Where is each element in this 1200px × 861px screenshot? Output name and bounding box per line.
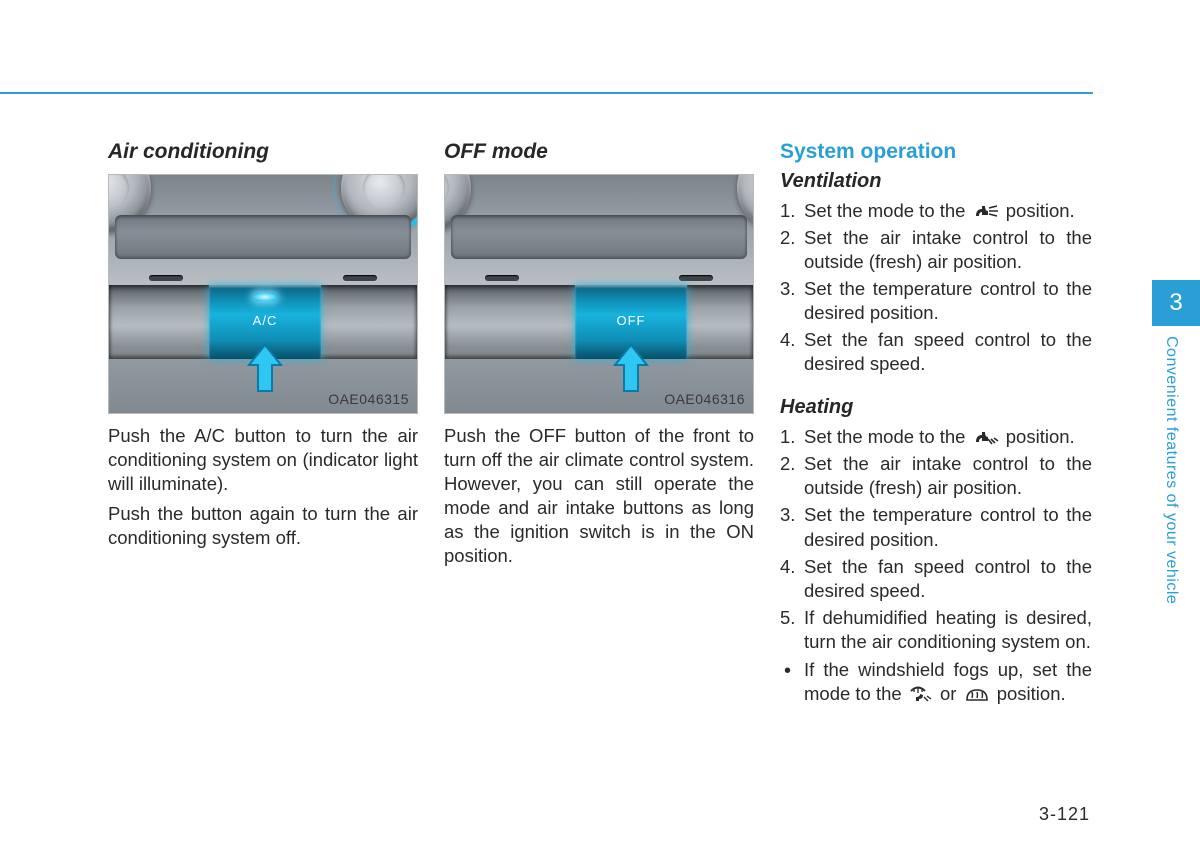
list-item: Set the mode to the position.: [780, 199, 1092, 223]
column-off-mode: OFF mode OFF OAE046316 Push the OFF butt…: [444, 140, 754, 706]
defrost-floor-icon: [909, 686, 933, 702]
ventilation-steps: Set the mode to the position. Set the ai…: [780, 199, 1092, 376]
column-air-conditioning: Air conditioning A/C OAE046315 Push the …: [108, 140, 418, 706]
subheading-heating: Heating: [780, 396, 1092, 419]
off-paragraph: Push the OFF button of the front to turn…: [444, 424, 754, 568]
figure-code: OAE046315: [328, 391, 409, 407]
page-content: Air conditioning A/C OAE046315 Push the …: [108, 140, 1092, 706]
ac-paragraph-2: Push the button again to turn the air co…: [108, 502, 418, 550]
step-text: position.: [1006, 200, 1075, 221]
side-tab: 3 Convenient features of your vehicle: [1152, 280, 1200, 630]
list-item: Set the air intake control to the outsid…: [780, 452, 1092, 500]
page-number: 3-121: [1039, 804, 1090, 825]
off-button-highlight: OFF: [575, 285, 687, 359]
list-item: If dehumidified heating is desired, turn…: [780, 606, 1092, 654]
vent-face-icon: [973, 203, 999, 219]
off-button-label: OFF: [617, 313, 646, 328]
heading-ac: Air conditioning: [108, 140, 418, 164]
vent-floor-icon: [973, 429, 999, 445]
heading-off: OFF mode: [444, 140, 754, 164]
subheading-ventilation: Ventilation: [780, 170, 1092, 193]
arrow-up-icon: [613, 343, 649, 395]
list-item: Set the fan speed control to the desired…: [780, 555, 1092, 603]
list-item: Set the temperature control to the desir…: [780, 503, 1092, 551]
dash-indent-icon: [679, 275, 713, 281]
ac-paragraph-1: Push the A/C button to turn the air cond…: [108, 424, 418, 496]
indicator-led-icon: [254, 293, 276, 301]
list-item: Set the air intake control to the outsid…: [780, 226, 1092, 274]
list-item: Set the mode to the position.: [780, 425, 1092, 449]
heading-system-operation: System operation: [780, 140, 1092, 164]
column-system-operation: System operation Ventilation Set the mod…: [780, 140, 1092, 706]
heating-bullet: If the windshield fogs up, set the mode …: [780, 658, 1092, 706]
dash-indent-icon: [485, 275, 519, 281]
list-item: Set the temperature control to the desir…: [780, 277, 1092, 325]
step-text: Set the mode to the: [804, 200, 971, 221]
figure-code: OAE046316: [664, 391, 745, 407]
dash-indent-icon: [149, 275, 183, 281]
dash-slot-icon: [115, 215, 411, 259]
dash-slot-icon: [451, 215, 747, 259]
step-text: Set the mode to the: [804, 426, 971, 447]
chapter-number-box: 3: [1152, 280, 1200, 326]
ac-button-label: A/C: [253, 313, 278, 328]
dash-indent-icon: [343, 275, 377, 281]
bullet-text: or: [940, 683, 962, 704]
defrost-icon: [964, 686, 990, 702]
figure-off-button: OFF OAE046316: [444, 174, 754, 414]
bullet-text: position.: [997, 683, 1066, 704]
heating-steps: Set the mode to the position. Set the ai…: [780, 425, 1092, 653]
figure-ac-button: A/C OAE046315: [108, 174, 418, 414]
chapter-title: Convenient features of your vehicle: [1162, 336, 1180, 604]
list-item: Set the fan speed control to the desired…: [780, 328, 1092, 376]
top-divider: [0, 92, 1093, 94]
arrow-up-icon: [247, 343, 283, 395]
ac-button-highlight: A/C: [209, 285, 321, 359]
step-text: position.: [1006, 426, 1075, 447]
